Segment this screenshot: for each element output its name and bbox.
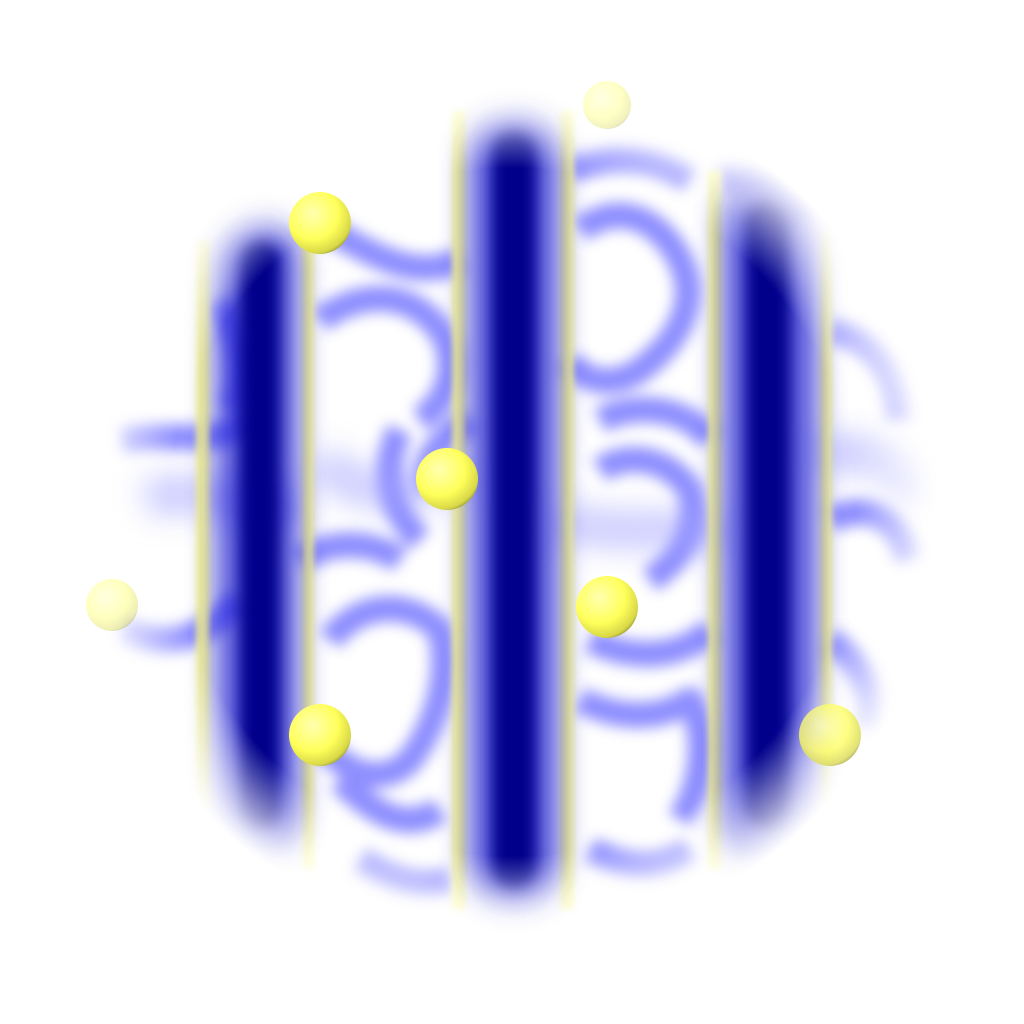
- sphere: [86, 579, 138, 631]
- spheres: [86, 81, 861, 766]
- sphere: [799, 704, 861, 766]
- band-center: [492, 130, 536, 890]
- sphere: [416, 448, 478, 510]
- band-edges: [196, 110, 832, 910]
- bands-core: [240, 130, 790, 890]
- band-right: [746, 200, 790, 830]
- band-left: [240, 240, 280, 830]
- sphere: [289, 192, 351, 254]
- sphere: [289, 704, 351, 766]
- sphere: [583, 81, 631, 129]
- disc-volume: [115, 110, 938, 910]
- sphere: [576, 576, 638, 638]
